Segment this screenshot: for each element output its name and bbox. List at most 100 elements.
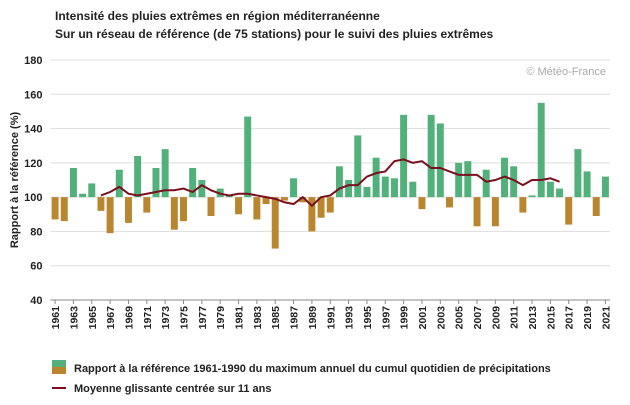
x-tick-label: 2009 — [490, 306, 502, 330]
x-tick-label: 1971 — [142, 306, 154, 330]
x-tick-label: 2011 — [509, 306, 521, 329]
bar — [335, 166, 343, 198]
bar — [88, 183, 96, 198]
y-tick-label: 40 — [30, 295, 42, 307]
bar — [427, 114, 435, 198]
bar — [189, 168, 197, 198]
x-tick-label: 2003 — [435, 306, 447, 330]
x-tick-label: 2007 — [472, 306, 484, 330]
bar — [418, 197, 426, 210]
x-tick-label: 2015 — [545, 306, 557, 330]
x-tick-label: 1967 — [105, 306, 117, 330]
y-tick-label: 100 — [24, 192, 42, 204]
x-tick-label: 1985 — [270, 306, 282, 330]
bar — [244, 116, 252, 198]
bar — [79, 193, 87, 198]
bar — [97, 197, 105, 211]
x-tick-label: 1965 — [87, 306, 99, 330]
bar — [482, 169, 490, 198]
bar — [436, 123, 444, 198]
bar — [592, 197, 600, 216]
bar — [161, 149, 169, 198]
x-tick-label: 1983 — [252, 306, 264, 330]
x-tick-label: 1987 — [289, 306, 301, 330]
bar — [409, 181, 417, 198]
bar — [363, 186, 371, 198]
x-tick-label: 1969 — [123, 306, 135, 330]
bar — [299, 197, 307, 203]
bar — [280, 197, 288, 201]
bar — [106, 197, 114, 234]
bar — [115, 169, 123, 198]
x-tick-label: 1991 — [325, 306, 337, 330]
legend-label: Moyenne glissante centrée sur 11 ans — [74, 383, 271, 395]
bar — [124, 197, 132, 223]
y-tick-label: 80 — [30, 226, 42, 238]
bar — [143, 197, 151, 213]
bar — [400, 114, 408, 198]
bar — [51, 197, 59, 220]
x-tick-label: 2021 — [600, 306, 612, 330]
x-tick-label: 1961 — [50, 306, 62, 330]
y-tick-label: 140 — [24, 124, 42, 136]
bar — [308, 197, 316, 232]
bar — [60, 197, 68, 222]
bar — [170, 197, 178, 230]
bar — [271, 197, 279, 249]
bar — [372, 157, 380, 198]
credit: © Météo-France — [526, 66, 606, 78]
bar — [473, 197, 481, 227]
bar — [253, 197, 261, 220]
y-axis-title: Rapport à la référence (%) — [9, 112, 21, 249]
bar — [345, 180, 353, 198]
legend-swatch — [52, 367, 66, 374]
bar — [152, 168, 160, 198]
bar — [390, 178, 398, 198]
bar — [262, 197, 270, 204]
bar — [510, 166, 518, 198]
bar — [317, 197, 325, 218]
bar — [601, 176, 609, 198]
x-tick-label: 1975 — [178, 306, 190, 330]
bar — [556, 188, 564, 198]
bar — [207, 197, 215, 216]
y-tick-label: 120 — [24, 158, 42, 170]
bar — [583, 171, 591, 198]
legend-label: Rapport à la référence 1961-1990 du maxi… — [74, 363, 551, 375]
x-tick-label: 1995 — [362, 306, 374, 330]
bar — [574, 149, 582, 198]
moving-average-line — [100, 158, 560, 208]
bar — [546, 181, 554, 198]
bar — [565, 197, 573, 225]
x-tick-label: 1979 — [215, 306, 227, 330]
bar — [290, 178, 298, 198]
x-tick-label: 2017 — [564, 306, 576, 330]
x-tick-label: 1997 — [380, 306, 392, 330]
chart-title: Intensité des pluies extrêmes en région … — [55, 9, 380, 23]
y-tick-label: 60 — [30, 261, 42, 273]
bar — [69, 168, 77, 198]
bar — [446, 197, 453, 208]
y-tick-label: 180 — [24, 55, 42, 67]
bar — [491, 197, 499, 227]
x-tick-label: 2013 — [527, 306, 539, 330]
bar — [537, 102, 545, 198]
bar — [381, 176, 389, 198]
x-tick-label: 1993 — [344, 306, 356, 330]
x-tick-label: 1977 — [197, 306, 209, 330]
bar — [198, 180, 206, 198]
y-tick-label: 160 — [24, 89, 42, 101]
bar — [235, 197, 243, 215]
bar — [326, 197, 334, 213]
x-tick-label: 1973 — [160, 306, 172, 330]
bar — [180, 197, 187, 222]
x-tick-label: 1989 — [307, 306, 319, 330]
x-tick-label: 2019 — [582, 306, 594, 330]
x-tick-label: 1999 — [399, 306, 411, 330]
x-tick-label: 2001 — [417, 306, 429, 330]
x-tick-label: 1963 — [68, 306, 80, 330]
x-tick-label: 2005 — [454, 306, 466, 330]
bar — [519, 197, 527, 213]
x-tick-label: 1981 — [234, 306, 246, 330]
